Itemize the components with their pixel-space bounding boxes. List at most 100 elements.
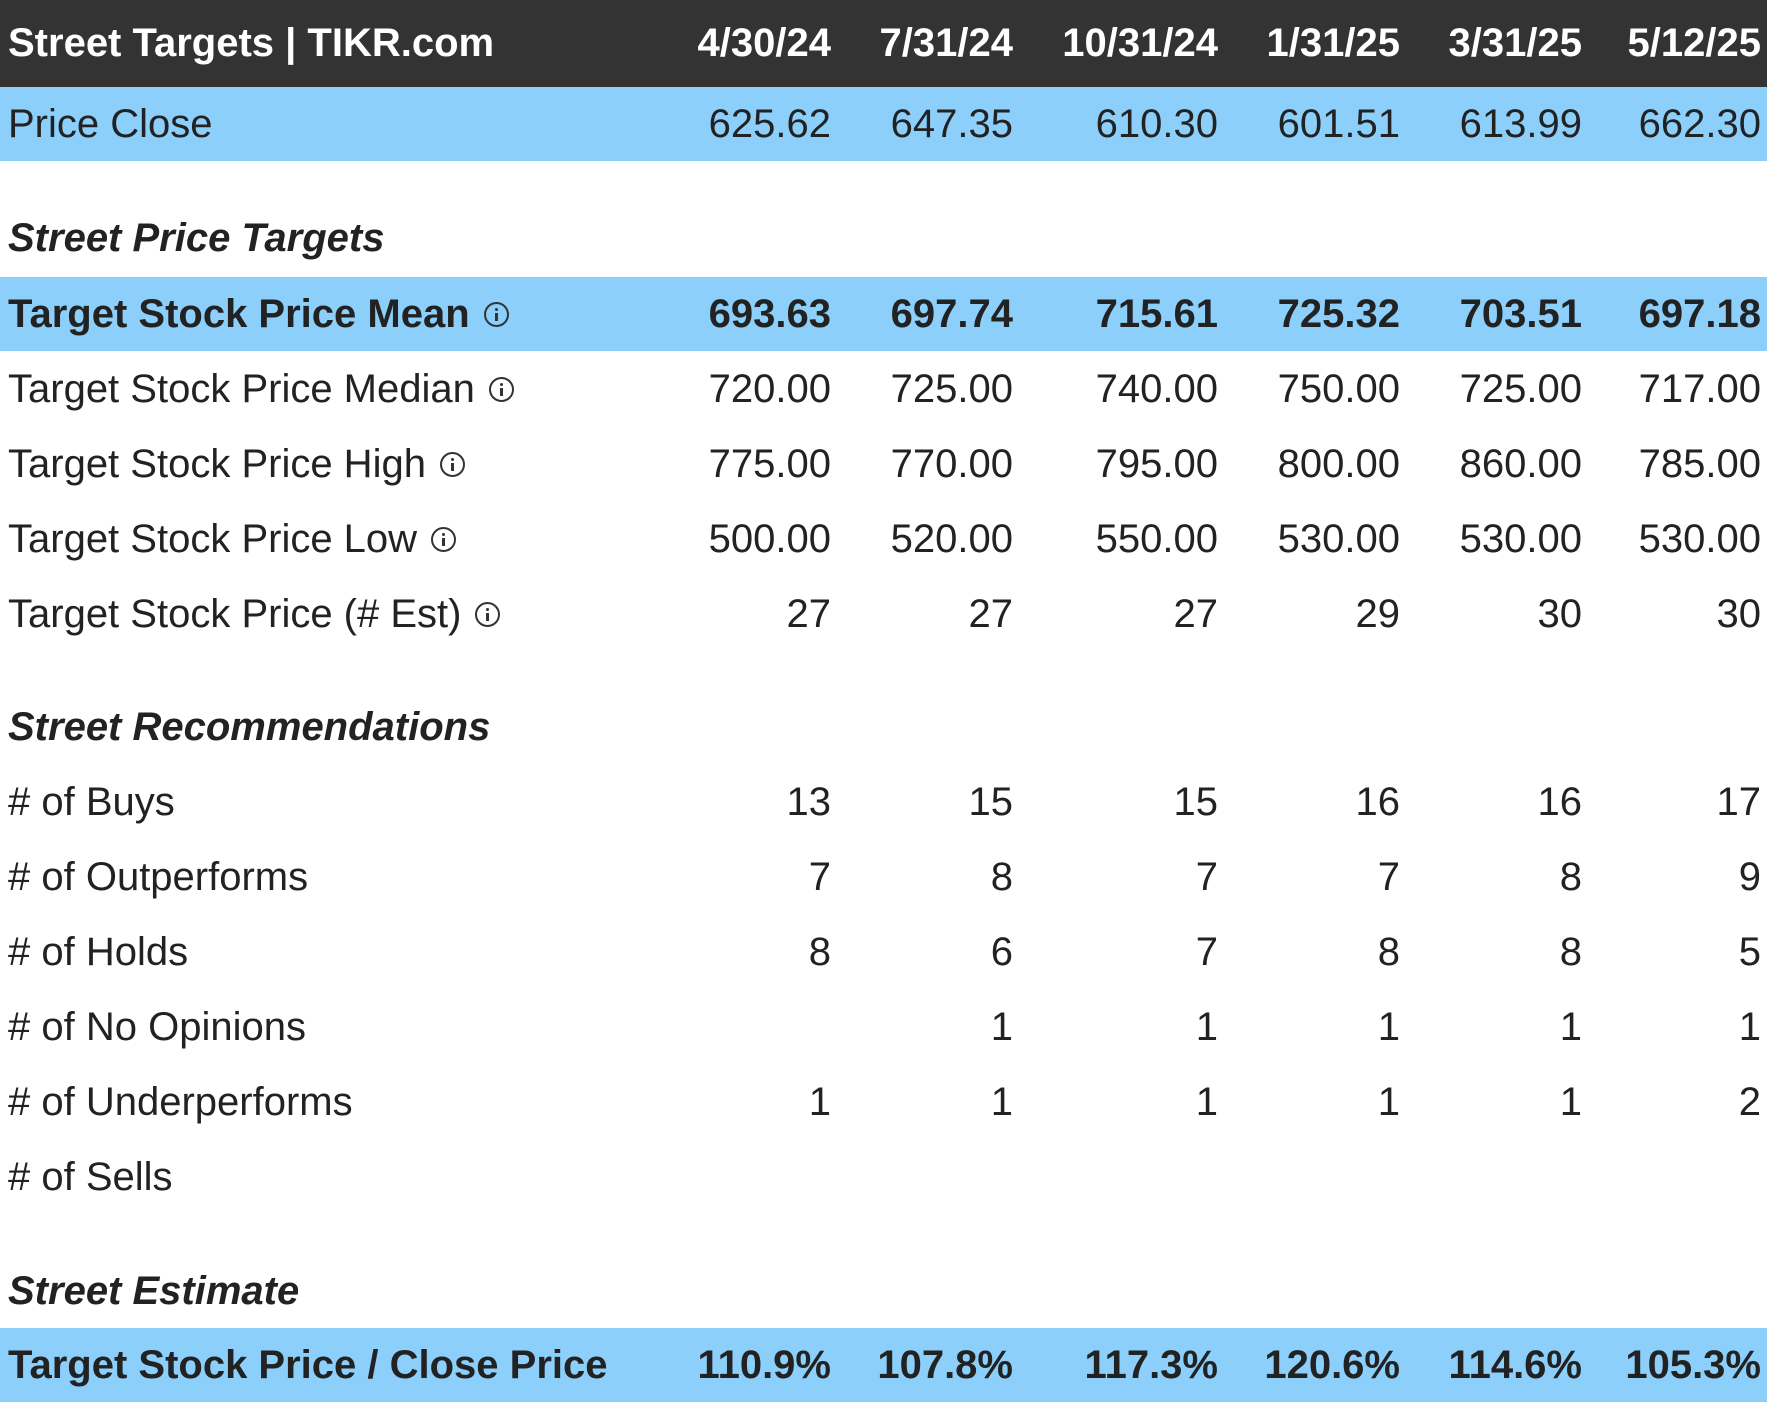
table-cell: 107.8% (877, 1342, 1013, 1387)
buys-row: # of Buys 13 15 15 16 16 17 (0, 765, 1767, 840)
table-cell: 15 (968, 780, 1014, 824)
table-cell: 15 (1173, 780, 1219, 824)
table-cell: 530.00 (1638, 517, 1761, 561)
date-header: 10/31/24 (1062, 21, 1218, 65)
table-title: Street Targets | TIKR.com (8, 21, 495, 65)
table-cell: 8 (808, 930, 831, 974)
table-cell: 610.30 (1095, 101, 1218, 146)
table-cell: 16 (1355, 780, 1401, 824)
section-heading-recommendations: Street Recommendations (0, 692, 1767, 762)
table-cell: 13 (786, 780, 832, 824)
table-cell: 1 (808, 1080, 831, 1124)
table-cell: 800.00 (1277, 442, 1400, 486)
table-cell: 1 (1738, 1005, 1761, 1049)
table-cell: 8 (1377, 930, 1400, 974)
table-cell: 1 (990, 1005, 1013, 1049)
table-cell: 8 (1559, 855, 1582, 899)
sells-row: # of Sells (0, 1140, 1767, 1215)
table-cell: 703.51 (1459, 291, 1582, 336)
section-title: Street Recommendations (8, 704, 491, 749)
holds-row: # of Holds 8 6 7 8 8 5 (0, 915, 1767, 990)
date-header: 5/12/25 (1627, 21, 1761, 65)
table-cell: 601.51 (1277, 101, 1400, 146)
info-icon[interactable] (483, 301, 509, 327)
table-cell: 715.61 (1095, 291, 1218, 336)
outperforms-row: # of Outperforms 7 8 7 7 8 9 (0, 840, 1767, 915)
row-label: Target Stock Price Low (8, 517, 418, 561)
table-cell: 27 (1173, 592, 1219, 636)
table-cell: 530.00 (1459, 517, 1582, 561)
row-label: # of No Opinions (8, 1005, 306, 1049)
row-label-wrap: Target Stock Price High (8, 442, 465, 487)
section-heading-estimate: Street Estimate (0, 1256, 1767, 1326)
table-cell: 725.00 (1459, 367, 1582, 411)
table-cell: 29 (1355, 592, 1401, 636)
info-icon[interactable] (475, 602, 501, 627)
table-cell: 717.00 (1638, 367, 1761, 411)
table-cell: 105.3% (1625, 1342, 1761, 1387)
table-cell: 697.18 (1638, 291, 1761, 336)
table-cell: 770.00 (890, 442, 1013, 486)
table-cell: 8 (1559, 930, 1582, 974)
row-label: # of Outperforms (8, 855, 309, 899)
section-title: Street Price Targets (8, 215, 385, 260)
section-title: Street Estimate (8, 1268, 300, 1313)
table-cell: 7 (1195, 855, 1218, 899)
table-cell: 860.00 (1459, 442, 1582, 486)
table-cell: 30 (1716, 592, 1762, 636)
info-icon[interactable] (439, 452, 465, 477)
row-label: Target Stock Price High (8, 442, 426, 486)
row-label-wrap: Target Stock Price Median (8, 367, 514, 412)
underperforms-row: # of Underperforms 1 1 1 1 1 2 (0, 1065, 1767, 1140)
table-cell: 795.00 (1095, 442, 1218, 486)
row-label-wrap: Target Stock Price (# Est) (8, 592, 501, 637)
table-cell: 1 (1377, 1005, 1400, 1049)
table-cell: 500.00 (708, 517, 831, 561)
table-cell: 625.62 (708, 101, 831, 146)
section-heading-price-targets: Street Price Targets (0, 203, 1767, 273)
table-cell: 7 (1195, 930, 1218, 974)
table-cell: 662.30 (1638, 101, 1761, 146)
target-high-row: Target Stock Price High 775.00 770.00 79… (0, 427, 1767, 502)
table-header: Street Targets | TIKR.com 4/30/24 7/31/2… (0, 0, 1767, 87)
table-cell: 1 (1377, 1080, 1400, 1124)
table-cell: 30 (1537, 592, 1583, 636)
target-mean-row: Target Stock Price Mean 693.63 697.74 71… (0, 277, 1767, 351)
table-cell: 1 (1195, 1005, 1218, 1049)
table-cell: 7 (808, 855, 831, 899)
date-header: 1/31/25 (1266, 21, 1400, 65)
table-cell: 17 (1716, 780, 1762, 824)
row-label: Target Stock Price / Close Price (8, 1342, 608, 1387)
no-opinions-row: # of No Opinions 1 1 1 1 1 (0, 990, 1767, 1065)
row-label: # of Buys (8, 780, 175, 824)
info-icon[interactable] (431, 527, 457, 552)
table-cell: 9 (1738, 855, 1761, 899)
date-header: 4/30/24 (697, 21, 831, 65)
table-cell: 720.00 (708, 367, 831, 411)
row-label: # of Underperforms (8, 1080, 353, 1124)
target-low-row: Target Stock Price Low 500.00 520.00 550… (0, 502, 1767, 577)
table-cell: 8 (990, 855, 1013, 899)
info-icon[interactable] (488, 377, 514, 402)
row-label: # of Holds (8, 930, 189, 974)
table-cell: 16 (1537, 780, 1583, 824)
table-cell: 117.3% (1084, 1342, 1218, 1387)
target-to-close-ratio-row: Target Stock Price / Close Price 110.9% … (0, 1328, 1767, 1402)
table-cell: 740.00 (1095, 367, 1218, 411)
row-label-wrap: Target Stock Price Low (8, 517, 457, 562)
row-label-wrap: Target Stock Price Mean (8, 292, 509, 337)
row-label: Target Stock Price Mean (8, 291, 470, 336)
row-label: # of Sells (8, 1155, 173, 1199)
table-cell: 775.00 (708, 442, 831, 486)
target-median-row: Target Stock Price Median 720.00 725.00 … (0, 352, 1767, 427)
table-cell: 2 (1738, 1080, 1761, 1124)
table-cell: 613.99 (1459, 101, 1582, 146)
table-cell: 110.9% (697, 1342, 831, 1387)
table-cell: 27 (786, 592, 832, 636)
table-cell: 697.74 (890, 291, 1013, 336)
row-label: Target Stock Price Median (8, 367, 475, 411)
table-cell: 530.00 (1277, 517, 1400, 561)
price-close-row: Price Close 625.62 647.35 610.30 601.51 … (0, 87, 1767, 161)
table-cell: 120.6% (1264, 1342, 1400, 1387)
